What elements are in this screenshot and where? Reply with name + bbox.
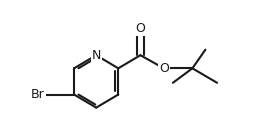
- Text: Br: Br: [31, 88, 44, 101]
- Text: O: O: [159, 62, 169, 75]
- Text: N: N: [92, 49, 101, 62]
- Text: O: O: [135, 22, 145, 35]
